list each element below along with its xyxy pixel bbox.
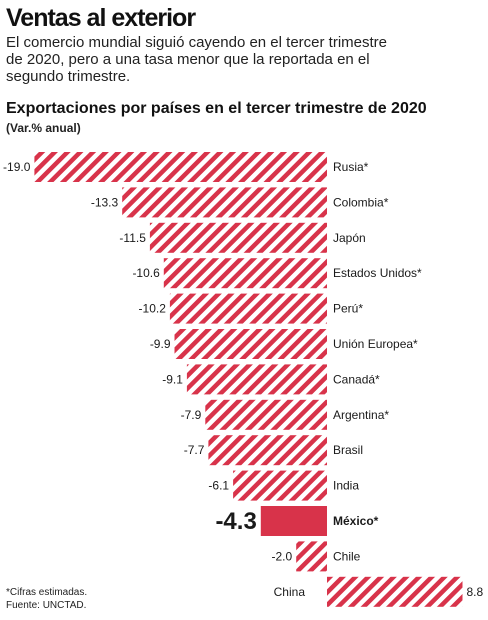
chart-title: Exportaciones por países en el tercer tr…	[6, 100, 427, 117]
value-label-brasil: -7.7	[184, 443, 205, 457]
category-label-mexico: México*	[333, 514, 379, 528]
category-label-rusia: Rusia*	[333, 160, 369, 174]
bar-china	[327, 576, 463, 607]
footnotes: *Cifras estimadas. Fuente: UNCTAD.	[6, 586, 87, 612]
category-label-india: India	[333, 479, 359, 493]
footnote-source: Fuente: UNCTAD.	[6, 600, 87, 611]
category-label-argentina: Argentina*	[333, 408, 389, 422]
value-label-mexico: -4.3	[215, 508, 256, 535]
bar-argentina	[205, 399, 327, 430]
chart-unit-label: (Var.% anual)	[6, 121, 81, 135]
bars-group	[34, 152, 463, 607]
value-label-india: -6.1	[208, 479, 229, 493]
bar-canada	[186, 364, 327, 395]
bar-union-europea	[174, 329, 327, 359]
value-label-canada: -9.1	[162, 372, 183, 386]
category-label-colombia: Colombia*	[333, 195, 389, 209]
bar-japon	[149, 222, 327, 253]
labels-group: -19.0 Rusia* -13.3 Colombia* -11.5 Japón -10.6…	[3, 160, 483, 599]
bar-colombia	[122, 187, 327, 218]
category-label-union-europea: Unión Europea*	[333, 337, 418, 351]
bar-brasil	[208, 435, 327, 466]
footnote-estimates: *Cifras estimadas.	[6, 587, 88, 598]
bar-peru	[169, 293, 327, 324]
value-label-argentina: -7.9	[181, 408, 202, 422]
value-label-rusia: -19.0	[3, 160, 31, 174]
bar-estados-unidos	[163, 258, 327, 289]
value-label-japon: -11.5	[119, 231, 146, 245]
category-label-china: China	[274, 585, 306, 599]
value-label-china: 8.8	[467, 585, 484, 599]
category-label-estados-unidos: Estados Unidos*	[333, 266, 422, 280]
bar-chile	[296, 541, 327, 572]
bar-india	[233, 470, 327, 501]
bar-rusia	[34, 152, 328, 182]
value-label-colombia: -13.3	[91, 195, 119, 209]
category-label-chile: Chile	[333, 549, 361, 563]
category-label-japon: Japón	[333, 231, 366, 245]
bar-mexico	[260, 506, 327, 536]
value-label-peru: -10.2	[139, 302, 167, 316]
value-label-union-europea: -9.9	[150, 337, 171, 351]
value-label-chile: -2.0	[272, 549, 293, 563]
graphic-title: Ventas al exterior	[6, 4, 196, 32]
category-label-peru: Perú*	[333, 302, 363, 316]
category-label-canada: Canadá*	[333, 372, 380, 386]
category-label-brasil: Brasil	[333, 443, 363, 457]
value-label-estados-unidos: -10.6	[132, 266, 160, 280]
graphic-subtitle: El comercio mundial siguió cayendo en el…	[6, 34, 387, 85]
